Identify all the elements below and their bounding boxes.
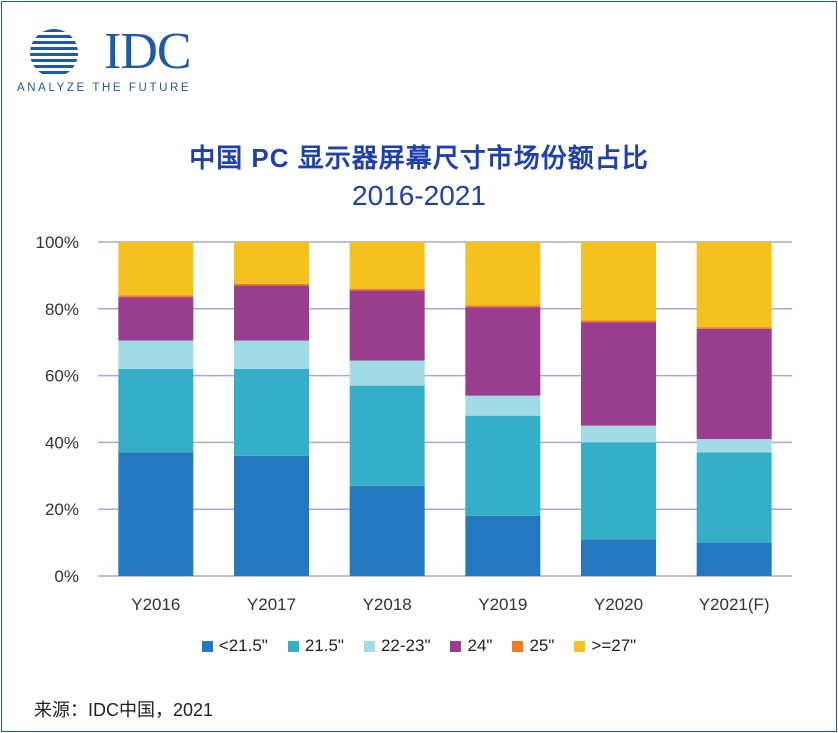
bar-segment: [581, 242, 656, 321]
legend-item: >=27": [574, 636, 636, 656]
y-tick-label: 60%: [45, 367, 79, 386]
bar-segment: [581, 320, 656, 323]
bar-segment: [465, 395, 541, 416]
bar-segment: [696, 327, 772, 329]
bar-segment: [118, 242, 194, 296]
legend-item: 24": [450, 636, 492, 656]
y-tick-label: 100%: [36, 233, 79, 252]
bar-segment: [234, 340, 309, 369]
bar-segment: [696, 439, 772, 453]
bar-segment: [465, 515, 541, 576]
legend-item: 21.5": [287, 636, 344, 656]
source-note: 来源：IDC中国，2021: [34, 700, 214, 720]
x-tick-label: Y2017: [247, 595, 296, 614]
legend-label: 25": [529, 636, 555, 655]
legend-swatch: [574, 640, 586, 652]
bar-segment: [118, 297, 194, 341]
legend-label: 24": [467, 636, 493, 655]
idc-logo: IDC ANALYZE THE FUTURE: [16, 26, 226, 100]
x-tick-label: Y2016: [131, 595, 180, 614]
legend-swatch: [450, 640, 462, 652]
bar-segment: [581, 322, 656, 426]
legend-label: 22-23": [380, 636, 431, 655]
bar-segment: [581, 442, 656, 540]
bar-segment: [581, 425, 656, 443]
legend-swatch: [201, 640, 213, 652]
legend-swatch: [512, 640, 524, 652]
bar-segment: [696, 542, 772, 576]
globe-icon: [30, 29, 78, 74]
logo-wordmark: IDC: [104, 23, 192, 80]
legend-label: 21.5": [304, 636, 344, 655]
bar-segment: [234, 242, 309, 284]
legend-item: 25": [512, 636, 554, 656]
chart-title: 中国 PC 显示器屏幕尺寸市场份额占比: [189, 143, 649, 173]
bar-segment: [465, 242, 541, 306]
y-tick-label: 40%: [45, 433, 79, 452]
bar-segment: [349, 360, 425, 386]
bar-segment: [234, 368, 309, 456]
bar-segment: [696, 328, 772, 440]
bar-segment: [234, 455, 309, 576]
legend-label: >=27": [591, 636, 637, 655]
y-tick-label: 20%: [45, 500, 79, 519]
x-tick-label: Y2018: [363, 595, 412, 614]
logo-tagline: ANALYZE THE FUTURE: [17, 82, 192, 94]
bar-segment: [234, 285, 309, 341]
legend-label: <21.5": [218, 636, 268, 655]
legend-swatch: [363, 640, 375, 652]
bar-segment: [465, 305, 541, 308]
bar-segment: [234, 283, 309, 286]
bar-segment: [581, 539, 656, 576]
bar-segment: [118, 340, 194, 369]
legend-item: 22-23": [363, 636, 431, 656]
bar-segment: [118, 368, 194, 453]
legend-item: <21.5": [201, 636, 268, 656]
chart-subtitle: 2016-2021: [352, 180, 486, 211]
bar-segment: [696, 242, 772, 328]
legend-swatch: [287, 640, 299, 652]
y-tick-label: 80%: [45, 300, 79, 319]
bar-segment: [349, 242, 425, 289]
bar-segment: [118, 452, 194, 576]
bar-segment: [118, 295, 194, 298]
bar-segment: [465, 307, 541, 396]
x-tick-label: Y2020: [594, 595, 643, 614]
y-tick-label: 0%: [54, 567, 79, 586]
bar-segment: [696, 452, 772, 543]
x-tick-label: Y2021(F): [699, 595, 770, 614]
bar-segment: [349, 385, 425, 486]
bar-segment: [349, 288, 425, 291]
bar-segment: [465, 415, 541, 516]
bar-segment: [349, 290, 425, 361]
bar-segment: [349, 485, 425, 576]
chart-legend: <21.5" 21.5" 22-23" 24" 25" >=27": [0, 636, 838, 656]
x-tick-label: Y2019: [478, 595, 527, 614]
